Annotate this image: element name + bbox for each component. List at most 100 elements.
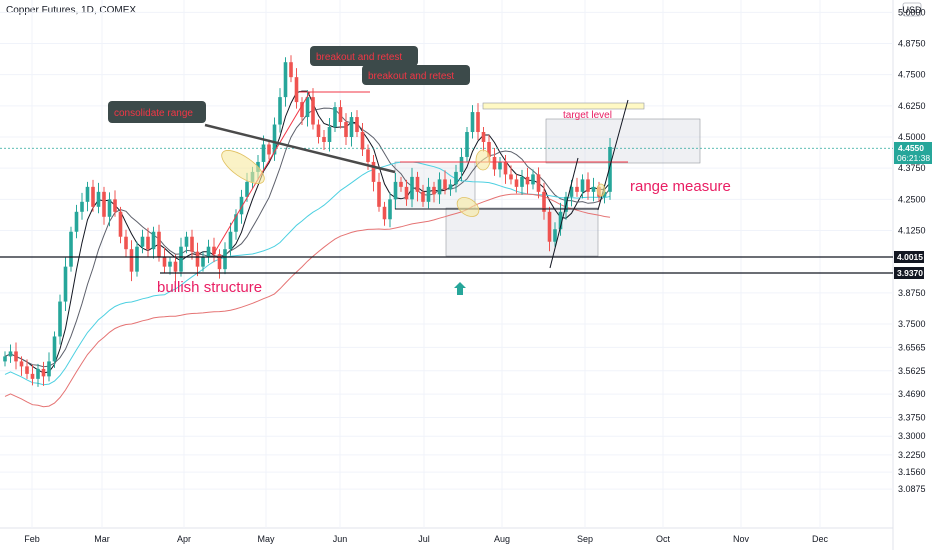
- last-price-tag[interactable]: 4.4550 06:21:38: [894, 142, 932, 164]
- candle-body: [30, 373, 35, 379]
- candle-body: [569, 186, 574, 197]
- candle-body: [173, 261, 178, 272]
- candle-body: [91, 186, 95, 207]
- candle-body: [129, 249, 134, 272]
- candle-body: [481, 132, 486, 142]
- highlight-ellipse: [475, 149, 491, 171]
- candle-body: [558, 211, 563, 230]
- candle-body: [410, 176, 414, 200]
- last-price-box: [894, 142, 932, 164]
- y-tick-label: 3.7500: [898, 319, 926, 329]
- candle-body: [437, 179, 442, 195]
- y-tick-label: 3.5625: [898, 366, 926, 376]
- candle-body: [382, 206, 387, 220]
- x-tick-label: May: [257, 534, 275, 544]
- candle-body: [465, 132, 469, 157]
- bullish-structure-label: bullish structure: [157, 279, 262, 296]
- candle-body: [228, 231, 233, 250]
- callout-breakout-retest-2[interactable]: breakout and retest: [362, 65, 470, 85]
- callout-text: breakout and retest: [368, 71, 454, 82]
- candle-body: [58, 301, 62, 337]
- candle-body: [316, 124, 321, 137]
- y-tick-label: 5.0000: [898, 7, 926, 17]
- callout-consolidate-range[interactable]: consolidate range: [108, 101, 206, 123]
- candle-body: [52, 336, 57, 362]
- plot-area[interactable]: [0, 0, 893, 528]
- candle-body: [157, 231, 161, 257]
- y-tick-label: 3.6565: [898, 342, 926, 352]
- callout-text: breakout and retest: [316, 52, 402, 63]
- candle-body: [217, 254, 222, 270]
- candle-body: [3, 356, 7, 362]
- y-tick-label: 4.8750: [898, 39, 926, 49]
- candle-body: [487, 141, 491, 157]
- candle-body: [69, 231, 73, 267]
- candle-body: [201, 256, 205, 267]
- y-tick-label: 4.7500: [898, 70, 926, 80]
- candle-body: [503, 161, 508, 175]
- candle-body: [118, 211, 123, 237]
- candle-body: [85, 186, 90, 202]
- bar-countdown: 06:21:38: [897, 153, 930, 163]
- candle-body: [470, 112, 475, 133]
- candle-body: [63, 266, 68, 302]
- candle-body: [388, 199, 392, 220]
- candle-body: [14, 351, 18, 362]
- candle-body: [124, 236, 128, 250]
- candle-body: [608, 146, 612, 192]
- x-tick-label: Mar: [94, 534, 110, 544]
- price-axis[interactable]: 5.0000 4.8750 4.7500 4.6250 4.5000 4.3750 4.25…: [898, 7, 926, 494]
- candle-body: [267, 144, 271, 155]
- y-tick-label: 4.1250: [898, 226, 926, 236]
- callout-box: [108, 101, 206, 123]
- candle-body: [404, 186, 409, 200]
- y-tick-label: 4.5000: [898, 132, 926, 142]
- candle-body: [36, 368, 40, 379]
- candle-body: [107, 199, 112, 217]
- candle-body: [261, 144, 266, 162]
- candle-body: [366, 149, 370, 162]
- callout-text: consolidate range: [114, 108, 193, 119]
- time-axis[interactable]: Feb Mar Apr May Jun Jul Aug Sep Oct Nov Dec: [24, 534, 828, 544]
- level-tag-3-9370[interactable]: 3.9370: [894, 267, 924, 279]
- breakout-leg-1: [549, 157, 579, 269]
- candle-body: [338, 107, 343, 123]
- level-tag-text: 4.0015: [897, 252, 923, 262]
- candle-body: [239, 196, 244, 215]
- candle-body: [498, 161, 502, 170]
- candle-body: [448, 184, 453, 190]
- currency-label: USD: [902, 5, 922, 15]
- x-tick-label: Jul: [418, 534, 430, 544]
- y-tick-label: 3.3750: [898, 413, 926, 423]
- candle-body: [492, 156, 497, 170]
- level-tag-4-0015[interactable]: 4.0015: [894, 251, 924, 263]
- candle-body: [25, 366, 29, 374]
- candle-body: [190, 236, 194, 252]
- x-tick-label: Dec: [812, 534, 829, 544]
- highlight-ellipse: [456, 197, 480, 217]
- ma-red-line: [4, 193, 611, 408]
- candle-body: [278, 97, 282, 125]
- y-tick-label: 3.0875: [898, 484, 926, 494]
- candle-body: [74, 211, 79, 232]
- y-tick-label: 3.2250: [898, 450, 926, 460]
- callout-box: [362, 65, 470, 85]
- chart-title: Copper Futures, 1D, COMEX: [6, 5, 136, 16]
- candle-body: [377, 181, 381, 207]
- candle-body: [454, 171, 458, 185]
- highlight-ellipse: [221, 150, 265, 184]
- callout-breakout-retest-1[interactable]: breakout and retest: [310, 46, 418, 66]
- y-tick-label: 4.2500: [898, 194, 926, 204]
- currency-badge[interactable]: [902, 2, 922, 17]
- candle-body: [371, 161, 376, 182]
- candle-body: [96, 191, 101, 207]
- candle-body: [536, 174, 541, 192]
- candle-body: [102, 191, 106, 217]
- callout-pointer: [204, 123, 396, 174]
- candle-body: [179, 246, 183, 272]
- candle-body: [443, 179, 447, 190]
- level-tag-box: [894, 251, 924, 263]
- candle-body: [399, 181, 403, 187]
- candle-body: [591, 186, 596, 192]
